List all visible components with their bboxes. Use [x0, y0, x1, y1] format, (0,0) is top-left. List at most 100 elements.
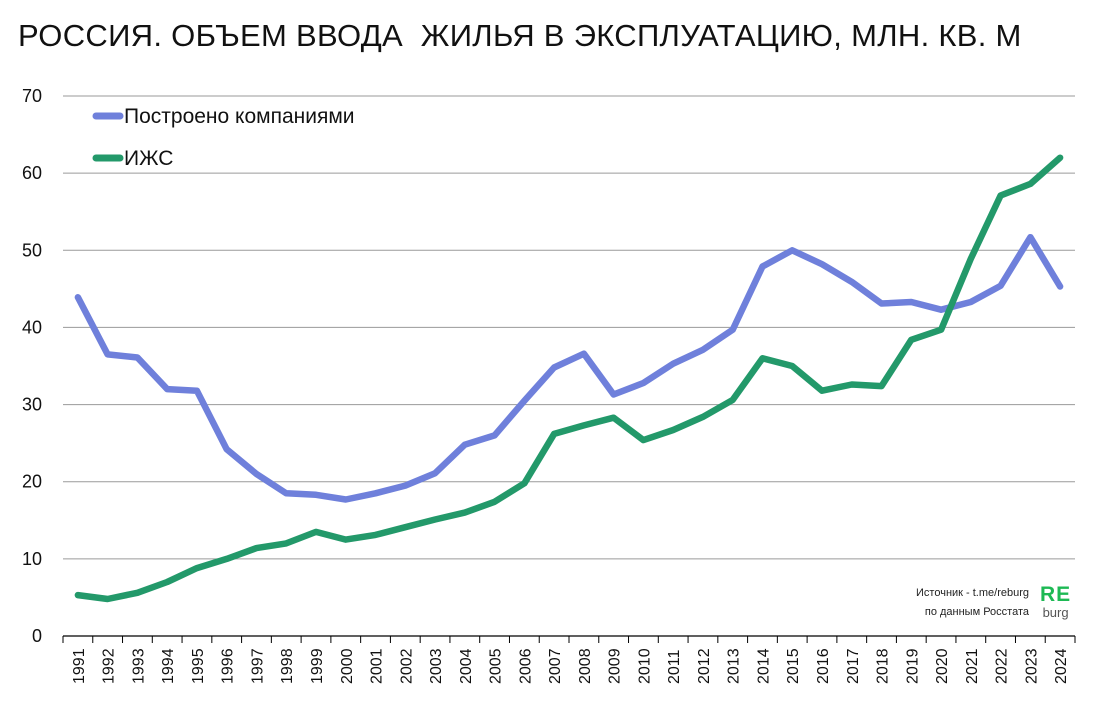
data-point — [700, 347, 706, 353]
data-point — [253, 471, 259, 477]
x-tick-label: 2001 — [369, 648, 386, 684]
y-axis-ticks: 0 10 20 30 40 50 60 70 — [22, 86, 42, 646]
data-point — [343, 496, 349, 502]
data-point — [581, 351, 587, 357]
data-point — [819, 261, 825, 267]
data-point — [492, 499, 498, 505]
data-point — [670, 361, 676, 367]
data-point — [551, 431, 557, 437]
data-point — [879, 383, 885, 389]
data-point — [432, 517, 438, 523]
x-tick-label: 2019 — [904, 648, 921, 684]
y-tick-label: 0 — [32, 626, 42, 646]
series-lines — [74, 154, 1064, 603]
data-point — [759, 355, 765, 361]
x-tick-label: 2021 — [964, 648, 981, 684]
y-tick-label: 40 — [22, 317, 42, 337]
data-point — [521, 480, 527, 486]
y-tick-label: 50 — [22, 240, 42, 260]
x-tick-label: 2016 — [815, 648, 832, 684]
x-tick-label: 2009 — [607, 648, 624, 684]
data-point — [283, 540, 289, 546]
x-tick-label: 2013 — [726, 648, 743, 684]
x-tick-label: 2004 — [458, 648, 475, 684]
data-point — [938, 307, 944, 313]
data-point — [998, 193, 1004, 199]
series-line-companies — [74, 233, 1064, 503]
data-point — [759, 263, 765, 269]
data-point — [611, 392, 617, 398]
data-point — [998, 283, 1004, 289]
data-point — [224, 556, 230, 562]
data-point — [819, 388, 825, 394]
x-tick-label: 1996 — [220, 648, 237, 684]
data-point — [134, 355, 140, 361]
legend-label: ИЖС — [124, 147, 173, 170]
data-point — [373, 532, 379, 538]
data-point — [194, 388, 200, 394]
data-point — [75, 294, 81, 300]
data-point — [730, 397, 736, 403]
x-tick-label: 2006 — [517, 648, 534, 684]
x-tick-label: 2012 — [696, 648, 713, 684]
x-tick-label: 1999 — [309, 648, 326, 684]
data-point — [462, 510, 468, 516]
x-tick-label: 2014 — [755, 648, 772, 684]
series-line-izhs — [74, 154, 1064, 603]
y-tick-label: 70 — [22, 86, 42, 106]
legend-label: Построено компаниями — [124, 105, 355, 128]
data-point — [373, 490, 379, 496]
x-tick-label: 1995 — [190, 648, 207, 684]
data-point — [75, 592, 81, 598]
x-tick-label: 2015 — [785, 648, 802, 684]
x-tick-label: 2007 — [547, 648, 564, 684]
data-point — [313, 529, 319, 535]
data-point — [194, 565, 200, 571]
data-point — [700, 414, 706, 420]
logo-text-bottom: burg — [1042, 605, 1069, 620]
x-tick-label: 2008 — [577, 648, 594, 684]
data-point — [849, 382, 855, 388]
source-line-1: Источник - t.me/reburg — [916, 587, 1029, 599]
data-point — [968, 256, 974, 262]
logo-text-top: RE — [1040, 583, 1072, 606]
data-point — [640, 380, 646, 386]
x-axis-ticks: 1991 1992 1993 1994 1995 1996 1997 1998 1999 2000… — [62, 636, 1076, 684]
y-tick-label: 60 — [22, 163, 42, 183]
x-tick-label: 2017 — [845, 648, 862, 684]
data-point — [581, 422, 587, 428]
x-tick-label: 2002 — [398, 648, 415, 684]
x-tick-label: 1991 — [71, 648, 88, 684]
data-point — [313, 492, 319, 498]
data-point — [134, 590, 140, 596]
data-point — [105, 596, 111, 602]
data-point — [462, 442, 468, 448]
data-point — [611, 415, 617, 421]
data-point — [1057, 155, 1063, 161]
x-tick-label: 1992 — [101, 648, 118, 684]
source-note: Источник - t.me/reburg по данным Росстат… — [916, 584, 1029, 622]
y-tick-label: 10 — [22, 549, 42, 569]
data-point — [1057, 284, 1063, 290]
x-tick-label: 1993 — [130, 648, 147, 684]
y-tick-label: 30 — [22, 395, 42, 415]
x-tick-label: 2005 — [488, 648, 505, 684]
data-point — [402, 524, 408, 530]
data-point — [1027, 234, 1033, 240]
data-point — [551, 365, 557, 371]
data-point — [402, 483, 408, 489]
data-point — [938, 327, 944, 333]
source-line-2: по данным Росстата — [924, 606, 1029, 618]
data-point — [343, 537, 349, 543]
x-tick-label: 2018 — [875, 648, 892, 684]
legend: Построено компаниями ИЖС — [92, 105, 355, 170]
data-point — [670, 427, 676, 433]
data-point — [521, 398, 527, 404]
data-point — [164, 579, 170, 585]
x-tick-label: 2010 — [636, 648, 653, 684]
data-point — [908, 299, 914, 305]
data-point — [224, 446, 230, 452]
data-point — [789, 247, 795, 253]
gridlines — [63, 95, 1075, 560]
